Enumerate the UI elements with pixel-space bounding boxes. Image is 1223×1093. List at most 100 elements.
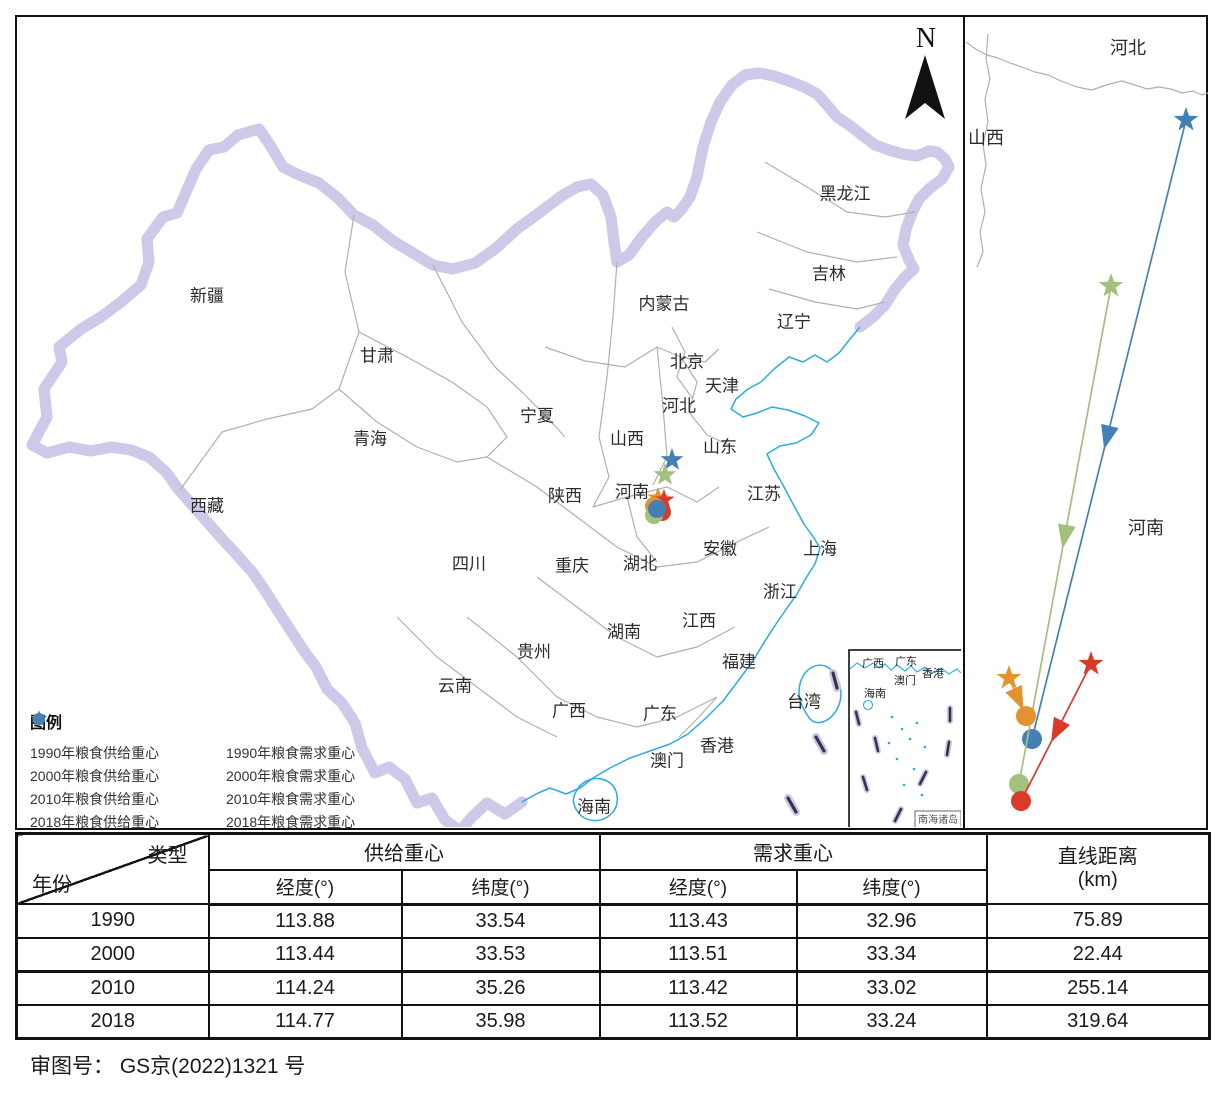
legend: 图例 1990年粮食供给重心 1990年粮食需求重心 2000年粮食供给重心 2000…	[30, 709, 355, 833]
inset-demand-circle-1990	[1011, 791, 1031, 811]
table-cell: 113.52	[598, 1003, 798, 1039]
north-arrow-icon	[905, 55, 945, 119]
legend-item-demand: 1990年粮食需求重心	[33, 713, 356, 764]
north-arrow: N	[891, 25, 961, 130]
dash-line-segments	[784, 669, 841, 816]
table-row-2010: 2010 114.24 35.26 113.42 33.02 255.14	[15, 969, 1211, 1006]
north-label: N	[915, 23, 937, 54]
gravity-center-markers	[645, 448, 684, 524]
supply-star-2010	[653, 463, 677, 485]
scs-region-label: 广西	[862, 658, 884, 670]
inset-supply-star-1990	[1078, 651, 1104, 675]
scs-region-label: 澳门	[894, 675, 916, 687]
header-demand-lat: 纬度(°)	[795, 868, 988, 906]
inset-supply-star-2018	[1173, 107, 1199, 131]
legend-item-supply: 2018年粮食供给重心	[30, 710, 226, 833]
trajectory-arrow-1990	[1051, 716, 1070, 743]
table-cell: 75.89	[985, 903, 1211, 939]
table-cell: 1990	[15, 903, 210, 939]
scs-region-label: 广东	[895, 656, 917, 668]
legend-label: 2010年粮食需求重心	[226, 790, 356, 807]
table-cell: 113.44	[207, 936, 403, 972]
legend-label: 1990年粮食需求重心	[226, 744, 356, 761]
header-distance: 直线距离 (km)	[985, 832, 1211, 905]
scs-caption-text: 南海诸岛	[918, 813, 958, 826]
table-cell: 2010	[15, 969, 210, 1006]
corner-label-type: 类型	[147, 845, 188, 867]
china-map-svg: 南海诸岛	[26, 67, 961, 827]
legend-item-demand: 2010年粮食需求重心	[33, 713, 356, 810]
inset-demand-circle-2000	[1016, 706, 1036, 726]
scs-region-label: 海南	[864, 688, 886, 700]
table-cell: 22.44	[985, 936, 1211, 972]
table-row-2018: 2018 114.77 35.98 113.52 33.24 319.64	[15, 1003, 1211, 1039]
trajectory-arrow-2000	[1005, 684, 1024, 711]
trajectory-arrow-2010	[1057, 523, 1076, 549]
supply-star-2018	[660, 448, 684, 470]
table-cell: 35.26	[400, 969, 601, 1006]
map-approval-number: 审图号： GS京(2022)1321 号	[30, 1055, 306, 1078]
inset-province-borders	[965, 33, 1208, 268]
table-cell: 33.02	[795, 969, 988, 1006]
legend-label: 2000年粮食供给重心	[30, 767, 160, 784]
table-cell: 113.51	[598, 936, 798, 972]
table-cell: 32.96	[795, 903, 988, 939]
supply-star-1990	[653, 489, 675, 509]
table-corner-cell: 类型 年份	[15, 832, 210, 905]
table-cell: 35.98	[400, 1003, 601, 1039]
legend-item-supply: 1990年粮食供给重心	[30, 710, 226, 764]
legend-label: 2010年粮食供给重心	[30, 790, 160, 807]
inset-province-label: 河南	[1128, 518, 1164, 538]
inset-supply-star-2000	[996, 665, 1022, 689]
legend-item-demand: 2000年粮食需求重心	[33, 713, 356, 787]
china-map-panel: 南海诸岛 新疆 甘肃 青海 西藏 内蒙古 黑龙江 吉林 辽宁 北京 天津 河北 宁夏 山西 山东 陕西 河南江…	[17, 17, 963, 830]
inset-demand-circle-2018	[1022, 729, 1042, 749]
table-cell: 33.24	[795, 1003, 988, 1039]
figure-frame: 南海诸岛 新疆 甘肃 青海 西藏 内蒙古 黑龙江 吉林 辽宁 北京 天津 河北 宁夏 山西 山东 陕西 河南江…	[15, 15, 1208, 830]
inset-svg	[965, 33, 1208, 811]
corner-label-year: 年份	[32, 874, 72, 896]
table-cell: 113.43	[598, 903, 798, 939]
table-cell: 113.88	[207, 903, 403, 939]
inset-province-label: 河北	[1110, 38, 1146, 58]
national-border	[26, 67, 955, 827]
legend-item-demand: 2018年粮食需求重心	[33, 713, 356, 833]
legend-title: 图例	[30, 715, 63, 732]
table-cell: 33.54	[400, 903, 601, 939]
header-supply-lat: 纬度(°)	[400, 868, 601, 906]
inset-province-label: 山西	[968, 128, 1004, 148]
legend-label: 1990年粮食供给重心	[30, 744, 160, 761]
legend-label: 2000年粮食需求重心	[226, 767, 356, 784]
trajectory-arrow-2018	[1101, 423, 1119, 450]
legend-label: 2018年粮食供给重心	[30, 813, 160, 830]
inset-demand-circle-2010	[1009, 774, 1029, 794]
header-demand-lon: 经度(°)	[598, 868, 798, 906]
table-cell: 114.77	[207, 1003, 403, 1039]
table-cell: 33.34	[795, 936, 988, 972]
demand-circle-2018	[648, 500, 666, 518]
henan-zoom-inset-panel: 河北山西河南	[963, 17, 1208, 828]
legend-item-supply: 2010年粮食供给重心	[30, 710, 226, 810]
scs-region-label: 香港	[922, 668, 944, 680]
province-borders	[179, 161, 916, 738]
table-cell: 113.42	[598, 969, 798, 1006]
scs-inset: 南海诸岛	[848, 649, 961, 827]
table-cell: 255.14	[985, 969, 1211, 1006]
inset-supply-star-2010	[1098, 273, 1124, 297]
legend-label: 2018年粮食需求重心	[226, 813, 356, 830]
table-cell: 2000	[15, 936, 210, 972]
coastline	[521, 326, 861, 822]
table-cell: 2018	[15, 1003, 210, 1039]
table-row-1990: 1990 113.88 33.54 113.43 32.96 75.89	[15, 903, 1211, 939]
table-row-2000: 2000 113.44 33.53 113.51 33.34 22.44	[15, 936, 1211, 972]
table-cell: 319.64	[985, 1003, 1211, 1039]
header-supply-group: 供给重心	[207, 832, 601, 871]
gravity-center-table: 类型 年份 供给重心 需求重心 直线距离 (km) 经度(°) 纬度(°) 经度…	[15, 832, 1211, 1040]
table-cell: 114.24	[207, 969, 403, 1006]
header-demand-group: 需求重心	[598, 832, 988, 871]
legend-item-supply: 2000年粮食供给重心	[30, 710, 226, 787]
scs-island-dots	[887, 715, 927, 797]
circle-icon	[33, 713, 45, 725]
trajectories	[996, 107, 1199, 811]
table-cell: 33.53	[400, 936, 601, 972]
